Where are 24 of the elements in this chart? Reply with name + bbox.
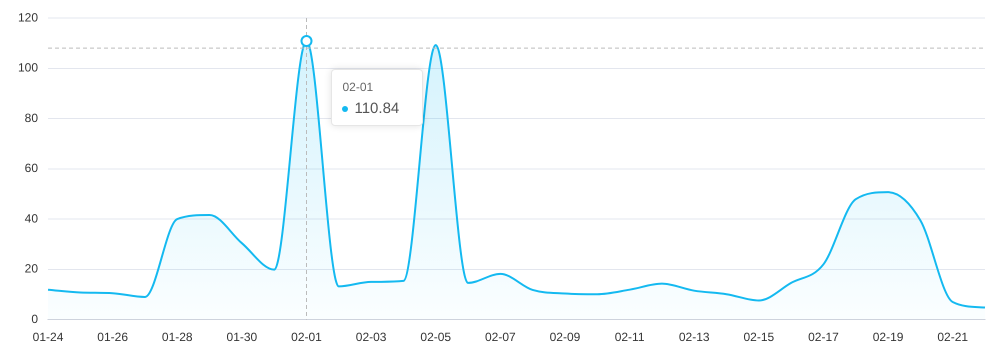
annotation: 02-01 [342,79,374,96]
x-tick-label: 01-30 [226,330,258,344]
y-tick-label: 120 [18,10,38,24]
x-tick-label: 02-03 [356,330,387,344]
x-tick-label: 02-05 [420,330,452,344]
x-tick-label: 02-19 [872,330,904,344]
x-tick-label: 02-17 [808,330,840,344]
y-tick-label: 100 [18,60,38,75]
y-tick-label: 0 [31,312,38,326]
y-tick-label: 60 [24,161,38,176]
annotation: 110.84 [354,100,400,118]
y-tick-label: 40 [24,211,38,226]
x-tick-label: 01-26 [97,330,128,344]
x-tick-label: 01-28 [162,330,193,344]
y-tick-label: 80 [24,110,38,125]
y-tick-label: 20 [24,262,38,276]
x-tick-label: 02-13 [678,330,710,344]
x-tick-label: 02-11 [614,330,645,344]
x-tick-label: 01-24 [32,330,64,344]
x-tick-label: 02-21 [937,330,968,344]
x-tick-label: 02-01 [291,330,322,344]
x-tick-label: 02-15 [743,330,774,344]
x-tick-label: 02-09 [550,330,581,344]
x-tick-label: 02-07 [485,330,516,344]
